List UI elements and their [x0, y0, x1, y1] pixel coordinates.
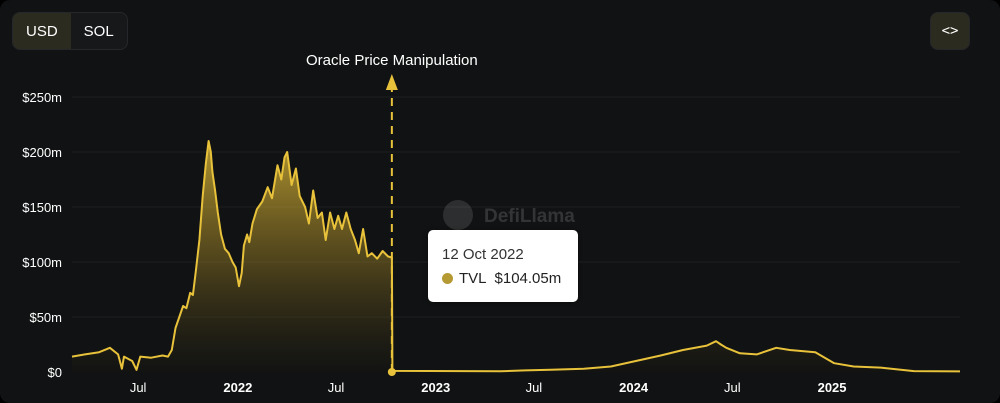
- llama-logo-icon: [443, 200, 473, 230]
- watermark-text: DefiLlama: [484, 206, 575, 227]
- tvl-series-line[interactable]: [71, 140, 961, 373]
- x-tick-label: 2025: [818, 380, 847, 395]
- y-tick-label: $250m: [22, 90, 62, 105]
- currency-toggle: USD SOL: [12, 12, 128, 50]
- x-tick-label: 2024: [619, 380, 649, 395]
- x-tick-label: Jul: [328, 380, 345, 395]
- annotations: Oracle Price Manipulation: [306, 52, 478, 376]
- x-tick-label: Jul: [130, 380, 147, 395]
- chart-tooltip: 12 Oct 2022 TVL $104.05m: [428, 230, 578, 302]
- series-color-dot: [442, 273, 453, 284]
- x-tick-label: Jul: [526, 380, 543, 395]
- y-axis: $0 $50m $100m $150m $200m $250m: [22, 90, 62, 380]
- sol-button[interactable]: SOL: [71, 13, 127, 49]
- y-tick-label: $100m: [22, 255, 62, 270]
- watermark: DefiLlama: [443, 200, 575, 230]
- annotation-arrow-icon: [385, 74, 398, 90]
- tooltip-value: $104.05m: [494, 270, 562, 287]
- y-tick-label: $150m: [22, 200, 62, 215]
- tooltip-series-label: TVL: [459, 270, 487, 287]
- tvl-area-fill: [72, 141, 960, 372]
- code-icon: <>: [941, 23, 959, 39]
- x-tick-label: 2022: [223, 380, 252, 395]
- x-tick-label: Jul: [724, 380, 741, 395]
- y-tick-label: $0: [48, 365, 62, 380]
- x-axis: Jul 2022 Jul 2023 Jul 2024 Jul 2025: [130, 380, 847, 395]
- tooltip-row: TVL $104.05m: [442, 270, 561, 287]
- y-tick-label: $50m: [29, 310, 62, 325]
- usd-button[interactable]: USD: [13, 13, 71, 49]
- embed-code-button[interactable]: <>: [930, 12, 970, 50]
- y-tick-label: $200m: [22, 145, 62, 160]
- annotation-base-marker: [387, 368, 396, 376]
- tooltip-date: 12 Oct 2022: [442, 246, 524, 263]
- annotation-label: Oracle Price Manipulation: [306, 52, 478, 69]
- x-tick-label: 2023: [421, 380, 450, 395]
